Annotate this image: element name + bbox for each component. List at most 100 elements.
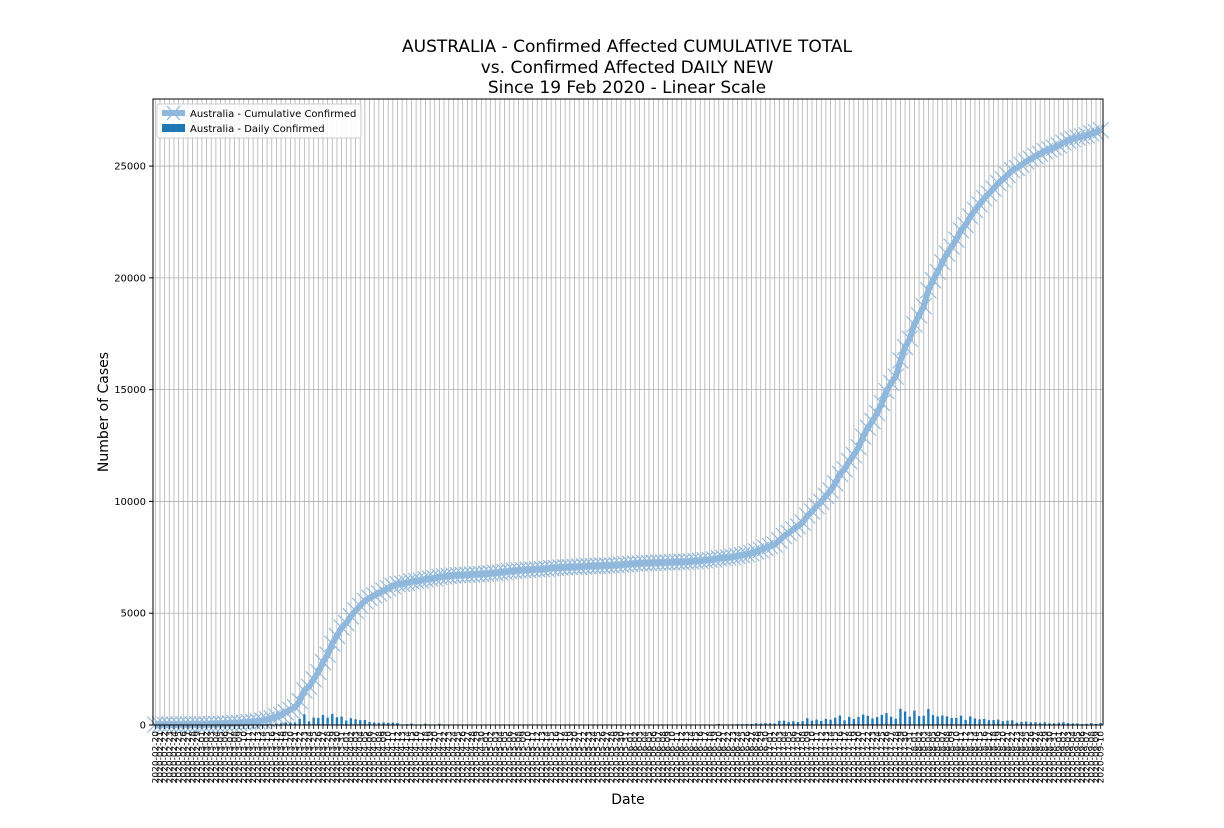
x-tick-label: 2020-05-14 <box>543 731 553 784</box>
daily-bar <box>815 719 818 725</box>
cumulative-point-marker <box>184 716 201 733</box>
daily-bar <box>792 721 795 725</box>
cumulative-point-marker <box>621 555 639 573</box>
x-tick-label: 2020-04-16 <box>412 731 422 784</box>
cumulative-point-marker <box>668 553 686 571</box>
x-tick-label: 2020-08-04 <box>924 731 934 784</box>
x-tick-label: 2020-04-01 <box>342 731 352 783</box>
daily-bar <box>843 720 846 725</box>
daily-bar <box>880 714 883 725</box>
x-tick-label: 2020-05-31 <box>622 731 632 783</box>
x-tick-label: 2020-05-18 <box>561 731 571 784</box>
daily-bar <box>1043 722 1046 725</box>
x-tick-label: 2020-03-30 <box>333 731 343 784</box>
cumulative-point-marker <box>780 524 798 542</box>
x-tick-label: 2020-04-19 <box>426 731 436 784</box>
daily-bar <box>1052 723 1056 725</box>
daily-bar <box>759 723 762 725</box>
x-tick-label: 2020-06-09 <box>664 731 674 784</box>
x-tick-label: 2020-09-06 <box>1078 731 1088 784</box>
x-tick-label: 2020-05-13 <box>538 731 548 783</box>
x-tick-label: 2020-08-28 <box>1036 731 1046 784</box>
daily-bar <box>754 723 758 725</box>
x-tick-label: 2020-03-02 <box>203 731 213 783</box>
x-tick-label: 2020-08-09 <box>948 731 958 784</box>
cumulative-point-marker <box>356 592 374 610</box>
cumulative-point-marker <box>919 281 937 299</box>
cumulative-point-marker <box>323 635 341 653</box>
daily-bar <box>1006 720 1009 725</box>
cumulative-point-marker <box>887 368 905 386</box>
daily-bar <box>326 717 329 725</box>
x-tick-label: 2020-03-03 <box>207 731 217 783</box>
cumulative-point-marker <box>1045 139 1063 157</box>
x-tick-label: 2020-06-13 <box>682 731 692 783</box>
cumulative-point-marker <box>896 338 914 356</box>
x-tick-label: 2020-09-10 <box>1097 731 1107 784</box>
cumulative-point-marker <box>309 663 327 681</box>
x-tick-label: 2020-08-01 <box>910 731 920 783</box>
x-tick-label: 2020-03-25 <box>310 731 320 783</box>
y-axis-ticks: 0 5000 10000 15000 20000 25000 <box>114 162 153 732</box>
cumulative-point-marker <box>752 541 770 559</box>
cumulative-line <box>146 121 1110 734</box>
cumulative-point-marker <box>1008 159 1026 177</box>
chart-title-line-2: vs. Confirmed Affected DAILY NEW <box>481 58 774 78</box>
x-tick-label: 2020-04-05 <box>361 731 371 783</box>
x-tick-label: 2020-07-22 <box>864 731 874 783</box>
x-tick-label: 2020-04-29 <box>473 731 483 784</box>
x-tick-label: 2020-07-05 <box>785 731 795 783</box>
cumulative-point-marker <box>212 715 229 733</box>
cumulative-point-marker <box>822 482 839 499</box>
daily-bar <box>1085 723 1088 725</box>
daily-bar <box>941 715 944 725</box>
daily-bar <box>773 723 776 725</box>
daily-bar <box>359 720 362 725</box>
cumulative-point-marker <box>566 558 583 576</box>
daily-bar <box>889 716 893 725</box>
daily-bar <box>852 719 856 725</box>
x-tick-label: 2020-07-28 <box>892 731 902 784</box>
x-tick-label: 2020-02-27 <box>184 731 194 783</box>
daily-bar <box>275 723 278 725</box>
x-tick-label: 2020-07-09 <box>803 731 813 784</box>
x-tick-label: 2020-08-20 <box>999 731 1009 784</box>
cumulative-point-marker <box>826 474 844 492</box>
x-tick-label: 2020-07-19 <box>850 731 860 784</box>
x-tick-label: 2020-09-02 <box>1059 731 1069 783</box>
cumulative-point-marker <box>645 554 663 572</box>
x-tick-label: 2020-04-25 <box>454 731 464 783</box>
cumulative-point-marker <box>1073 128 1091 145</box>
x-tick-label: 2020-07-21 <box>859 731 869 783</box>
daily-bar <box>945 716 949 725</box>
daily-bar <box>1015 722 1019 725</box>
x-tick-label: 2020-06-11 <box>673 731 683 783</box>
x-tick-label: 2020-06-04 <box>640 731 650 784</box>
daily-bar <box>396 723 399 725</box>
cumulative-point-marker <box>188 716 206 733</box>
x-tick-label: 2020-07-29 <box>896 731 906 784</box>
x-tick-label: 2020-04-30 <box>477 731 487 784</box>
daily-bar <box>368 721 371 725</box>
cumulative-point-marker <box>631 554 649 572</box>
x-tick-label: 2020-06-22 <box>724 731 734 783</box>
x-tick-label: 2020-04-23 <box>445 731 455 783</box>
x-tick-label: 2020-09-03 <box>1064 731 1074 783</box>
x-tick-label: 2020-04-12 <box>393 731 403 783</box>
cumulative-point-marker <box>174 716 192 733</box>
daily-bar <box>885 713 888 725</box>
x-tick-label: 2020-03-16 <box>268 731 278 784</box>
daily-bar <box>875 717 879 725</box>
chart-title: AUSTRALIA - Confirmed Affected CUMULATIV… <box>402 37 852 98</box>
x-tick-label: 2020-03-01 <box>198 731 208 783</box>
cumulative-point-marker <box>775 527 793 545</box>
x-tick-label: 2020-07-11 <box>813 731 823 783</box>
cumulative-point-marker <box>1082 124 1100 142</box>
x-tick-label: 2020-06-16 <box>696 731 706 784</box>
y-tick-label: 20000 <box>114 273 146 284</box>
x-tick-label: 2020-07-04 <box>780 731 790 784</box>
daily-bar <box>787 721 790 725</box>
x-tick-label: 2020-05-09 <box>519 731 529 784</box>
x-tick-label: 2020-03-20 <box>286 731 296 784</box>
cumulative-point-marker <box>561 558 579 576</box>
